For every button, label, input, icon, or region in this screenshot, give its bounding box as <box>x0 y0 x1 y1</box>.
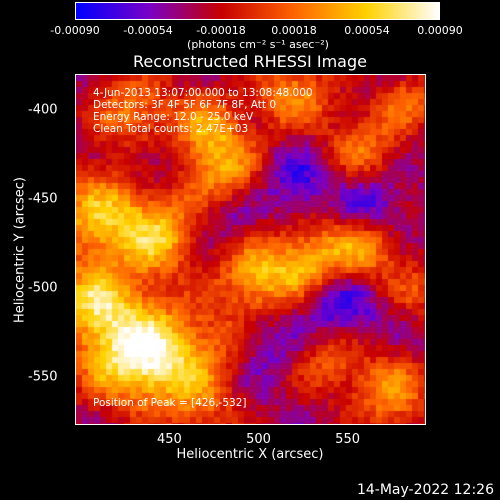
annotation-line: Clean Total counts: 2.47E+03 <box>93 123 249 135</box>
colorbar-tick: 0.00090 <box>417 24 463 37</box>
colorbar-tick: 0.00018 <box>271 24 317 37</box>
annotation-line: 4-Jun-2013 13:07:00.000 to 13:08:48.000 <box>93 87 313 99</box>
chart-title: Reconstructed RHESSI Image <box>133 52 367 71</box>
x-tick-label: 500 <box>246 432 271 447</box>
plot-area <box>75 74 426 425</box>
timestamp: 14-May-2022 12:26 <box>356 482 494 498</box>
colorbar-tick: -0.00018 <box>196 24 246 37</box>
colorbar-tick: -0.00054 <box>123 24 173 37</box>
colorbar-tick: 0.00054 <box>344 24 390 37</box>
x-axis-label: Heliocentric X (arcsec) <box>176 447 324 462</box>
y-tick-label: -400 <box>28 102 58 118</box>
y-tick-label: -550 <box>28 369 58 385</box>
colorbar-tick: -0.00090 <box>50 24 100 37</box>
peak-annotation: Position of Peak = [426,-532] <box>93 397 247 409</box>
x-tick-label: 450 <box>157 432 182 447</box>
annotation-line: Detectors: 3F 4F 5F 6F 7F 8F, Att 0 <box>93 99 277 111</box>
y-axis-label: Heliocentric Y (arcsec) <box>12 177 28 323</box>
colorbar-units: (photons cm⁻² s⁻¹ asec⁻²) <box>187 38 329 51</box>
y-tick-label: -450 <box>28 191 58 207</box>
annotation-line: Energy Range: 12.0 - 25.0 keV <box>93 111 254 123</box>
x-tick-label: 550 <box>335 432 361 447</box>
heatmap-image <box>76 75 425 424</box>
colorbar <box>75 2 440 20</box>
y-tick-label: -500 <box>28 280 58 296</box>
